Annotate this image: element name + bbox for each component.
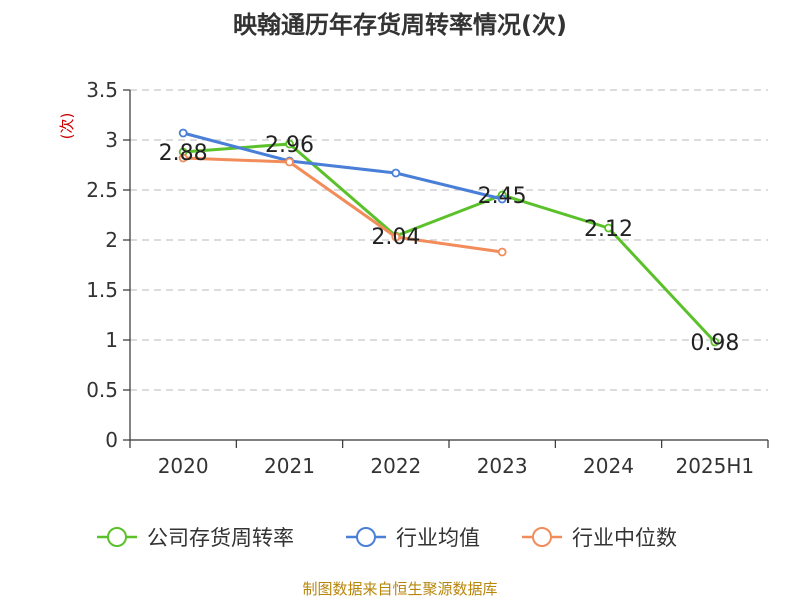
- data-point: [285, 139, 294, 149]
- legend-item-0: 公司存货周转率: [97, 526, 294, 550]
- x-tick-label: 2022: [370, 454, 421, 478]
- legend-marker: [532, 527, 552, 547]
- data-label: 2.12: [584, 217, 633, 242]
- legend-label: 行业均值: [396, 526, 480, 550]
- y-tick-label: 2: [105, 228, 118, 252]
- source-note: 制图数据来自恒生聚源数据库: [302, 580, 497, 598]
- legend-label: 公司存货周转率: [147, 526, 294, 550]
- y-tick-label: 0.5: [86, 378, 118, 402]
- y-tick-label: 1: [105, 328, 118, 352]
- x-tick-label: 2025H1: [675, 454, 754, 478]
- data-point: [604, 223, 613, 233]
- data-label: 2.96: [265, 133, 314, 158]
- data-label: 0.98: [690, 331, 739, 356]
- y-tick-label: 3: [105, 128, 118, 152]
- data-labels: 2.88 2.96 2.04 2.45 2.12 0.98: [159, 133, 740, 356]
- legend: 公司存货周转率 行业均值 行业中位数: [97, 526, 677, 550]
- legend-item-1: 行业均值: [346, 526, 480, 550]
- data-point: [497, 247, 507, 257]
- data-point: [497, 194, 507, 204]
- data-label: 2.88: [159, 141, 208, 166]
- data-point: [710, 337, 720, 347]
- legend-marker: [356, 527, 376, 547]
- legend-item-2: 行业中位数: [522, 526, 677, 550]
- axes: 0 0.5 1 1.5 2 2.5 3 3.5 2020 2021 2022 2023 2024 2025…: [86, 78, 769, 478]
- chart-title: 映翰通历年存货周转率情况(次): [233, 11, 567, 39]
- grid-lines: [130, 89, 768, 391]
- data-point: [285, 157, 294, 167]
- legend-label: 行业中位数: [572, 526, 677, 550]
- x-tick-label: 2024: [583, 454, 634, 478]
- y-tick-label: 1.5: [86, 278, 118, 302]
- y-tick-label: 0: [105, 428, 118, 452]
- y-axis-label: (次): [58, 113, 76, 140]
- data-label: 2.45: [478, 184, 527, 209]
- x-tick-label: 2023: [477, 454, 528, 478]
- data-point: [391, 232, 401, 242]
- x-tick-label: 2020: [158, 454, 209, 478]
- data-point: [178, 153, 188, 163]
- y-tick-label: 3.5: [86, 78, 118, 102]
- data-point: [391, 168, 401, 178]
- series-line-1: [182, 131, 503, 201]
- y-tick-label: 2.5: [86, 178, 118, 202]
- series-line-0: [183, 142, 716, 344]
- data-label: 2.04: [371, 225, 420, 250]
- series-line-2: [183, 156, 503, 254]
- legend-marker: [107, 527, 127, 547]
- x-tick-label: 2021: [264, 454, 315, 478]
- data-point: [178, 128, 188, 138]
- series-lines: [178, 128, 720, 347]
